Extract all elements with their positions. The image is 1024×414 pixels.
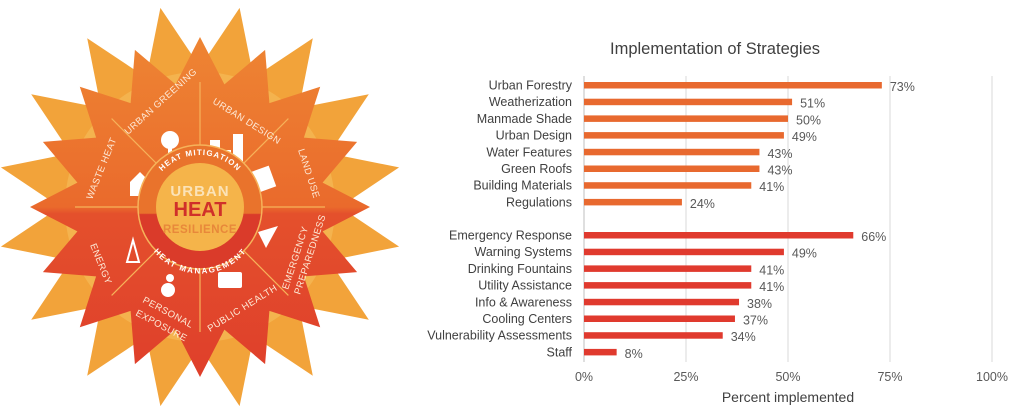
category-label: Water Features [486,145,572,159]
x-tick-label: 100% [976,370,1008,384]
bar [584,182,752,189]
bar [584,82,882,89]
power-tower-icon [125,236,141,263]
first-aid-kit-icon [218,272,242,288]
data-label: 51% [800,97,825,111]
data-label: 34% [731,330,756,344]
warning-sign-icon [258,226,278,248]
bar [584,315,735,322]
bar [584,198,682,206]
category-label: Regulations [506,195,572,209]
data-label: 50% [796,113,821,127]
bar [584,282,752,289]
data-label: 43% [767,147,792,161]
data-label: 37% [743,314,768,328]
x-tick-label: 0% [575,370,593,384]
x-tick-label: 25% [673,370,698,384]
bar [584,265,752,272]
category-label: Building Materials [473,179,572,193]
category-label: Staff [547,345,573,359]
category-label: Warning Systems [475,245,572,259]
category-label: Manmade Shade [477,112,572,126]
data-label: 38% [747,297,772,311]
category-label: Emergency Response [449,229,572,243]
data-label: 8% [625,347,643,361]
category-label: Vulnerability Assessments [427,329,572,343]
bar [584,248,784,256]
center-urban: URBAN [170,183,229,200]
bar [584,98,793,106]
bar [584,348,617,356]
center-heat: HEAT [174,199,227,221]
data-label: 41% [759,263,784,277]
category-label: Urban Forestry [489,79,573,93]
bar [584,298,740,306]
chart-title: Implementation of Strategies [610,40,820,58]
bar [584,332,723,339]
x-axis-title: Percent implemented [722,389,854,405]
data-label: 41% [759,180,784,194]
bar [584,165,760,172]
category-label: Drinking Fountains [468,262,572,276]
data-label: 41% [759,280,784,294]
bar [584,232,854,239]
data-label: 49% [792,247,817,261]
person-icon [161,274,175,297]
category-label: Info & Awareness [475,295,572,309]
x-tick-label: 50% [775,370,800,384]
bar [584,132,784,139]
center-circle [156,163,244,251]
center-resilience: RESILIENCE [163,224,237,236]
category-label: Cooling Centers [482,312,572,326]
bar [584,115,788,122]
data-label: 24% [690,197,715,211]
category-label: Weatherization [489,95,572,109]
bar [584,148,760,156]
data-label: 73% [890,80,915,94]
data-label: 43% [767,164,792,178]
data-label: 66% [861,230,886,244]
category-label: Green Roofs [501,162,572,176]
x-tick-label: 75% [877,370,902,384]
data-label: 49% [792,130,817,144]
urban-heat-resilience-graphic: URBAN GREENING URBAN DESIGN LAND USE EME… [0,7,400,407]
category-label: Utility Assistance [478,279,572,293]
category-label: Urban Design [496,129,572,143]
